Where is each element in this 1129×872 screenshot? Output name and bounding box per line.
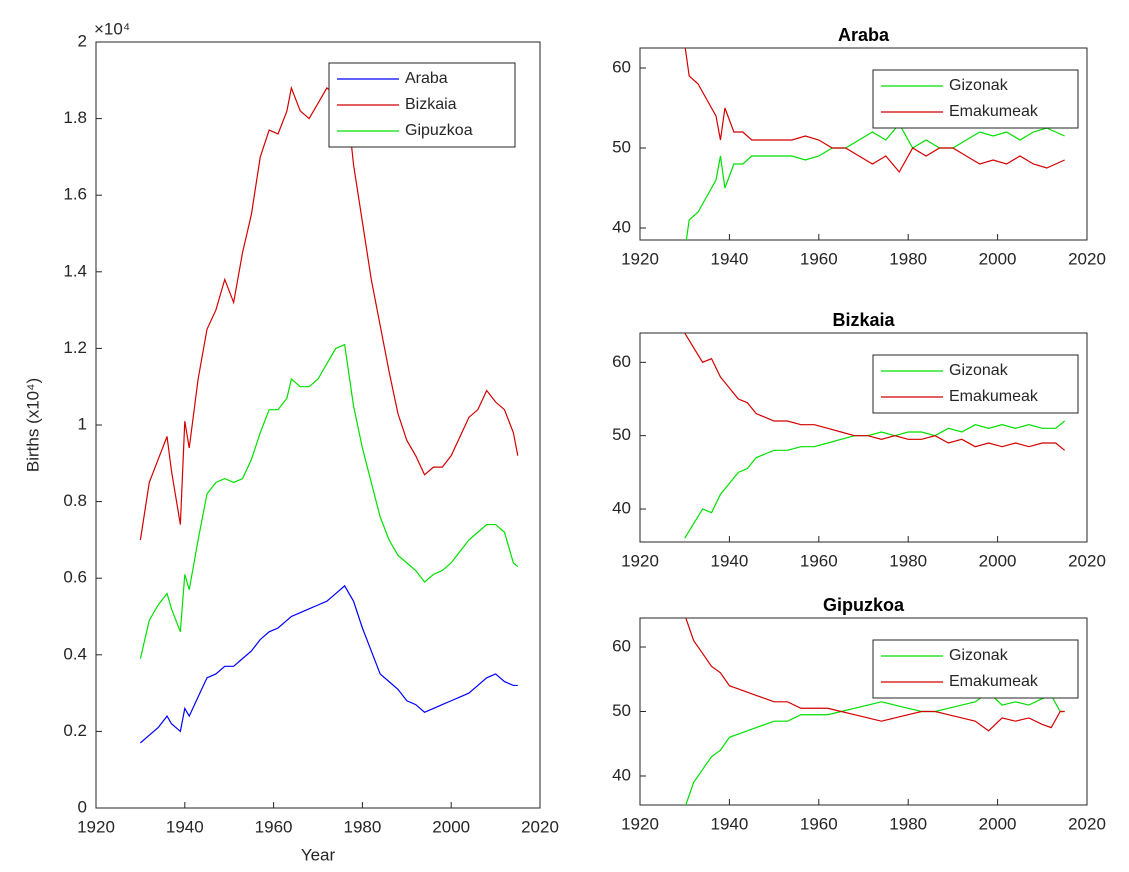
- series-line: [139, 343, 519, 659]
- legend-box: [872, 69, 1079, 129]
- y-tick-label: 1.8: [63, 108, 87, 127]
- x-tick-label: 2020: [1068, 814, 1106, 833]
- x-tick-label: 1980: [889, 249, 927, 268]
- subplot: 1920 1940 1960 1980 2000 2020 40 50 60 Araba Gizon…: [612, 25, 1106, 269]
- x-tick-label: 2000: [432, 817, 470, 836]
- x-tick-label: 2000: [979, 249, 1017, 268]
- legend-label: Emakumeak: [949, 103, 1039, 120]
- series-line: [685, 618, 1065, 732]
- legend-label: Emakumeak: [949, 673, 1039, 690]
- x-tick-label: 1980: [889, 551, 927, 570]
- legend-label: Gizonak: [949, 77, 1009, 94]
- legend-label: Araba: [405, 70, 448, 87]
- legend-label: Gipuzkoa: [405, 122, 473, 139]
- y-multiplier: ×10⁴: [94, 19, 130, 38]
- y-tick-label: 40: [612, 765, 631, 784]
- x-tick-label: 1960: [800, 249, 838, 268]
- subplot-title: Araba: [838, 25, 890, 45]
- legend: Gizonak Emakumeak: [872, 354, 1079, 414]
- series-line: [139, 78, 519, 540]
- legend-box: [872, 354, 1079, 414]
- subplot: 1920 1940 1960 1980 2000 2020 0 0.2 0.4 0.6 0.8 1 1.…: [23, 19, 558, 864]
- x-tick-label: 1940: [710, 551, 748, 570]
- x-tick-label: 2000: [979, 814, 1017, 833]
- x-tick-label: 1960: [800, 551, 838, 570]
- y-tick-label: 60: [612, 57, 631, 76]
- x-tick-label: 1920: [77, 817, 115, 836]
- x-tick-label: 1980: [889, 814, 927, 833]
- legend-label: Gizonak: [949, 362, 1009, 379]
- series-line: [685, 691, 1065, 805]
- x-tick-label: 2020: [521, 817, 559, 836]
- x-axis-label: Year: [301, 845, 336, 864]
- series-line: [140, 584, 518, 744]
- y-tick-label: 2: [78, 31, 87, 50]
- legend: Araba Bizkaia Gipuzkoa: [328, 62, 516, 148]
- x-tick-label: 1920: [621, 814, 659, 833]
- x-tick-label: 1920: [621, 551, 659, 570]
- x-tick-label: 2020: [1068, 249, 1106, 268]
- x-tick-label: 1980: [343, 817, 381, 836]
- series-line: [684, 333, 1066, 451]
- legend: Gizonak Emakumeak: [872, 69, 1079, 129]
- x-tick-label: 1960: [800, 814, 838, 833]
- x-tick-label: 1960: [255, 817, 293, 836]
- y-tick-label: 0: [78, 797, 87, 816]
- x-tick-label: 1940: [166, 817, 204, 836]
- y-tick-label: 50: [612, 701, 631, 720]
- y-tick-label: 0.2: [63, 721, 87, 740]
- x-tick-label: 1940: [710, 814, 748, 833]
- legend-box: [872, 639, 1079, 699]
- y-tick-label: 40: [612, 498, 631, 517]
- x-tick-label: 1940: [710, 249, 748, 268]
- y-tick-label: 50: [612, 137, 631, 156]
- legend-label: Gizonak: [949, 647, 1009, 664]
- subplot: 1920 1940 1960 1980 2000 2020 40 50 60 Bizkaia Giz…: [612, 310, 1106, 571]
- y-tick-label: 1.4: [63, 261, 87, 280]
- y-tick-label: 1: [78, 414, 87, 433]
- lines: [684, 48, 1065, 240]
- subplot-title: Gipuzkoa: [823, 595, 905, 615]
- y-tick-label: 0.8: [63, 491, 87, 510]
- subplot: 1920 1940 1960 1980 2000 2020 40 50 60 Gipuzkoa Gi…: [612, 595, 1106, 834]
- legend: Gizonak Emakumeak: [872, 639, 1079, 699]
- x-tick-label: 2000: [979, 551, 1017, 570]
- y-tick-label: 1.2: [63, 338, 87, 357]
- x-tick-label: 1920: [621, 249, 659, 268]
- y-tick-label: 50: [612, 425, 631, 444]
- x-tick-label: 2020: [1068, 551, 1106, 570]
- lines: [685, 618, 1065, 805]
- y-axis-label: Births (x10⁴): [23, 378, 42, 472]
- legend-label: Emakumeak: [949, 388, 1039, 405]
- plot-area: [95, 41, 541, 809]
- subplot-title: Bizkaia: [832, 310, 895, 330]
- y-tick-label: 60: [612, 352, 631, 371]
- lines: [684, 333, 1066, 539]
- series-line: [685, 122, 1065, 240]
- lines: [139, 78, 519, 744]
- y-tick-label: 0.4: [63, 644, 87, 663]
- series-line: [684, 48, 1065, 174]
- y-tick-label: 60: [612, 637, 631, 656]
- y-tick-label: 0.6: [63, 568, 87, 587]
- legend-label: Bizkaia: [405, 96, 457, 113]
- y-tick-label: 1.6: [63, 185, 87, 204]
- y-tick-label: 40: [612, 217, 631, 236]
